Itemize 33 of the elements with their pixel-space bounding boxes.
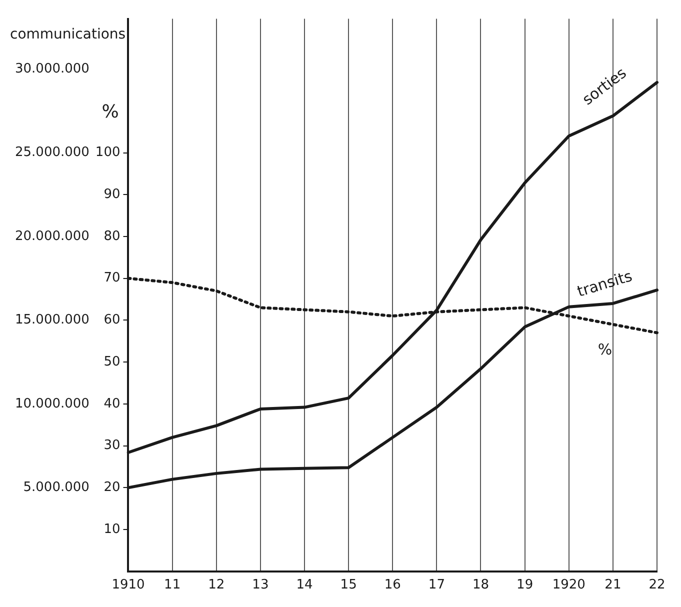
y-tick-label: 15.000.000 (14, 312, 90, 328)
y2-tick-label: 40 (104, 396, 120, 412)
x-tick-label: 18 (472, 578, 490, 593)
y-tick-label: 30.000.000 (14, 61, 90, 76)
y2-tick-label: 70 (104, 270, 120, 286)
y-tick-label: 25.000.000 (14, 145, 90, 160)
y2-tick-label: 90 (104, 187, 120, 202)
x-tick-label: 12 (208, 578, 225, 593)
x-tick-label: 17 (428, 578, 445, 593)
x-tick-label: 1910 (112, 578, 145, 593)
y2-tick-label: 20 (104, 480, 120, 496)
x-tick-label: 13 (252, 578, 269, 593)
y2-tick-label: 30 (104, 438, 120, 454)
y2-tick-label: 60 (104, 312, 120, 328)
y2-axis-title: % (102, 101, 119, 122)
x-tick-label: 11 (164, 578, 181, 593)
y2-tick-label: 50 (104, 354, 120, 370)
y2-tick-label: 10 (104, 522, 120, 537)
x-tick-label: 1920 (552, 578, 586, 593)
y-tick-label: 20.000.000 (14, 228, 90, 244)
y-tick-label: 5.000.000 (23, 480, 90, 496)
x-tick-label: 19 (516, 578, 534, 593)
x-tick-label: 14 (296, 578, 313, 593)
y2-tick-label: 80 (104, 228, 120, 244)
text: transits (575, 266, 634, 301)
y-tick-label: 10.000.000 (14, 396, 90, 412)
x-tick-label: 16 (384, 578, 401, 593)
x-tick-label: 21 (604, 578, 622, 593)
x-tick-label: 15 (340, 578, 357, 593)
x-tick-label: 22 (648, 578, 666, 593)
series-label: % (598, 340, 612, 358)
y2-tick-label: 100 (95, 145, 120, 160)
y-axis-title: communications (10, 26, 126, 42)
